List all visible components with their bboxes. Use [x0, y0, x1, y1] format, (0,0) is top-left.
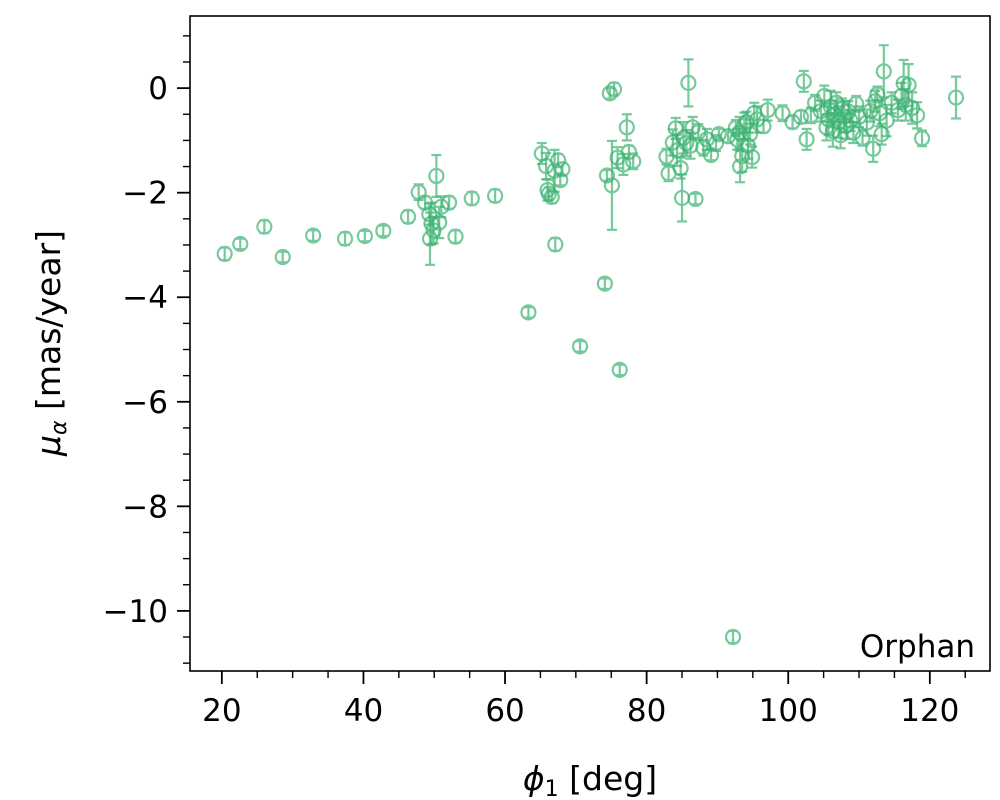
- y-tick-label: −10: [103, 594, 168, 630]
- legend-label: Orphan: [860, 629, 975, 665]
- y-axis-label-symbol: μ: [29, 435, 68, 457]
- legend-marker-symbol: [724, 628, 742, 646]
- data-point: [784, 114, 801, 131]
- y-axis-label: μα [mas/year]: [29, 230, 72, 457]
- data-point: [625, 152, 642, 171]
- data-point: [356, 227, 373, 245]
- data-point: [305, 227, 322, 244]
- data-point: [547, 236, 564, 253]
- data-point: [425, 216, 442, 245]
- data-point: [792, 108, 810, 125]
- legend: Orphan: [724, 628, 975, 665]
- tick-labels: 20 40 60 80 100 120 0 −2 −4 −6 −8 −10: [103, 71, 960, 729]
- data-points: [216, 44, 965, 378]
- major-ticks: [177, 87, 931, 684]
- data-point: [256, 218, 273, 235]
- data-point: [865, 134, 882, 163]
- data-point: [598, 167, 616, 184]
- y-tick-label: −8: [122, 489, 168, 525]
- x-tick-label: 80: [627, 693, 666, 729]
- y-tick-label: −6: [122, 385, 168, 421]
- x-tick-label: 40: [344, 693, 383, 729]
- data-point: [611, 361, 628, 378]
- legend-marker: [724, 628, 742, 646]
- data-point: [463, 190, 480, 207]
- data-point: [947, 75, 965, 120]
- x-tick-label: 100: [759, 693, 818, 729]
- x-tick-label: 60: [485, 693, 524, 729]
- data-point: [731, 149, 749, 184]
- x-tick-label: 120: [900, 693, 959, 729]
- data-point: [447, 228, 464, 245]
- data-point: [798, 127, 815, 151]
- x-tick-label: 20: [202, 693, 241, 729]
- data-point: [375, 222, 392, 239]
- y-axis-label-subscript: α: [47, 420, 72, 435]
- plot-frame: [189, 15, 991, 672]
- data-point: [673, 173, 691, 223]
- x-axis-label-subscript: 1: [545, 777, 559, 800]
- x-axis-label-unit: [deg]: [559, 759, 657, 798]
- data-point: [873, 122, 890, 146]
- data-point: [908, 101, 926, 130]
- data-point: [216, 245, 233, 262]
- data-point: [795, 69, 812, 93]
- data-point: [554, 161, 571, 178]
- data-point: [680, 58, 697, 108]
- y-tick-label: −4: [122, 280, 168, 316]
- data-point: [605, 81, 623, 98]
- data-point: [441, 194, 458, 211]
- x-axis-label-symbol: ϕ: [523, 759, 545, 798]
- data-point: [596, 275, 613, 292]
- data-point: [774, 104, 791, 123]
- data-point: [687, 190, 704, 208]
- data-point: [399, 208, 417, 225]
- data-point: [336, 230, 354, 247]
- data-point: [274, 248, 291, 266]
- minor-ticks: [183, 35, 966, 678]
- data-point: [232, 235, 249, 253]
- y-axis-label-unit: [mas/year]: [29, 230, 68, 421]
- data-point: [571, 338, 589, 355]
- y-tick-label: 0: [148, 71, 168, 107]
- data-point: [744, 145, 761, 169]
- data-point: [428, 153, 445, 198]
- data-point: [487, 187, 504, 204]
- x-axis-label: ϕ1 [deg]: [523, 759, 657, 800]
- data-point: [913, 129, 931, 148]
- data-point: [618, 113, 635, 142]
- data-point: [520, 304, 537, 321]
- y-tick-label: −2: [122, 176, 168, 212]
- data-point: [759, 98, 776, 122]
